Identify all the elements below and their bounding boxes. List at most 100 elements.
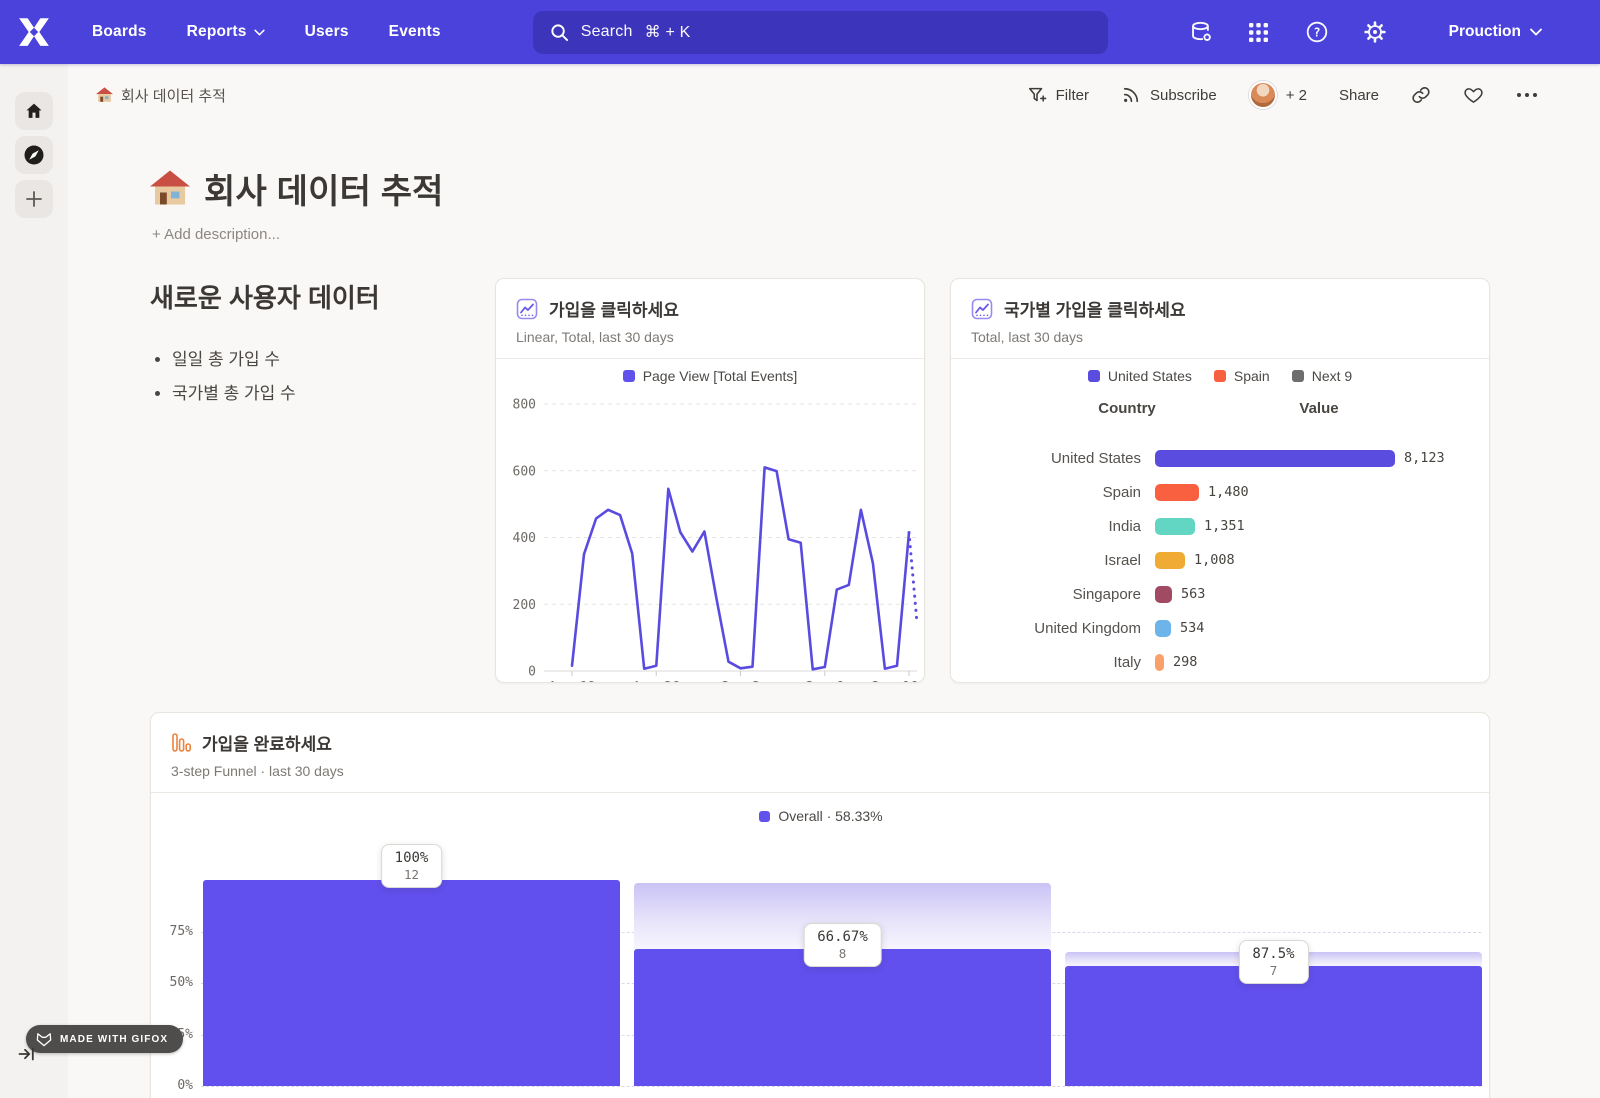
copy-link-button[interactable]	[1411, 85, 1431, 105]
svg-text:400: 400	[513, 531, 536, 546]
share-button[interactable]: Share	[1339, 87, 1379, 104]
line-card-title[interactable]: 가입을 클릭하세요	[549, 301, 679, 320]
country-row[interactable]: Israel 1,008	[951, 543, 1489, 577]
home-button[interactable]	[15, 92, 53, 130]
line-chart-plot[interactable]: 0 200 400 600 800 Aug 19 Aug 26 Sep 2 Sep 9 Sep 1…	[496, 393, 924, 683]
apps-grid-icon[interactable]	[1247, 20, 1271, 44]
bar-card-legend: United States Spain Next 9	[951, 359, 1489, 393]
funnel-bar-step-3[interactable]	[1065, 965, 1482, 1086]
line-chart-icon	[516, 298, 538, 319]
text-card-heading: 새로운 사용자 데이터	[150, 283, 380, 313]
collapse-sidebar-button[interactable]	[18, 1046, 35, 1062]
rss-icon	[1123, 87, 1139, 103]
breadcrumb[interactable]: 회사 데이터 추적	[96, 85, 226, 106]
country-bar	[1155, 449, 1395, 467]
legend-swatch	[759, 810, 771, 822]
page-title[interactable]: 회사 데이터 추적	[204, 173, 444, 211]
board-content: 회사 데이터 추적 Filter Subscribe	[68, 64, 1600, 1098]
svg-text:800: 800	[513, 398, 536, 413]
help-icon[interactable]: ?	[1305, 20, 1329, 44]
country-row[interactable]: United Kingdom 534	[951, 611, 1489, 645]
text-card: 새로운 사용자 데이터 일일 총 가입 수국가별 총 가입 수	[150, 278, 490, 413]
funnel-tooltip-step-3: 87.5% 7	[1238, 939, 1309, 984]
nav-item-boards[interactable]: Boards	[92, 23, 147, 41]
project-name: Prouction	[1448, 23, 1521, 40]
arrow-to-bar-icon	[18, 1047, 34, 1061]
filter-funnel-icon	[1028, 87, 1046, 102]
bar-card-columns: Country Value	[951, 396, 1489, 426]
funnel-step-count: 8	[838, 945, 847, 961]
add-description[interactable]: + Add description...	[152, 226, 280, 243]
funnel-legend-overall[interactable]: Overall · 58.33%	[759, 808, 883, 824]
legend-label: Page View [Total Events]	[642, 368, 798, 384]
favorite-button[interactable]	[1463, 85, 1484, 105]
nav-item-label: Events	[388, 23, 441, 40]
project-switcher[interactable]: Prouction	[1449, 23, 1542, 41]
funnel-gridline	[201, 1086, 1481, 1087]
funnel-bar-step-1[interactable]	[203, 880, 620, 1086]
bar-legend-spain[interactable]: Spain	[1213, 368, 1270, 384]
nav-item-label: Reports	[186, 23, 247, 40]
funnel-step-count: 7	[1269, 962, 1278, 978]
funnel-card-title[interactable]: 가입을 완료하세요	[202, 735, 332, 754]
settings-gear-icon[interactable]	[1363, 20, 1387, 44]
country-bar	[1155, 483, 1199, 501]
bar-legend-united-states[interactable]: United States	[1087, 368, 1192, 384]
bar-card-header: 국가별 가입을 클릭하세요 Total, last 30 days	[951, 279, 1489, 359]
add-board-button[interactable]	[15, 180, 53, 218]
funnel-tooltip-step-1: 100% 12	[380, 844, 443, 888]
bar-card-title[interactable]: 국가별 가입을 클릭하세요	[1004, 301, 1186, 320]
chevron-down-icon	[253, 29, 265, 36]
country-row-clipped[interactable]	[951, 679, 1489, 682]
link-icon	[1412, 87, 1430, 103]
country-row[interactable]: India 1,351	[951, 509, 1489, 543]
svg-text:600: 600	[513, 464, 536, 479]
more-options-button[interactable]	[1516, 92, 1538, 98]
compass-icon	[24, 145, 44, 165]
column-country: Country	[1098, 400, 1156, 417]
country-row[interactable]: Italy 298	[951, 645, 1489, 679]
country-bar	[1155, 585, 1172, 603]
funnel-plot[interactable]: 100% 12 66.67% 8 87.5% 7	[201, 833, 1482, 1098]
column-value: Value	[1299, 400, 1339, 417]
data-management-icon[interactable]	[1189, 20, 1213, 44]
fox-icon	[36, 1032, 52, 1046]
gifox-badge[interactable]: MADE WITH GIFOX	[26, 1025, 184, 1053]
house-emoji-icon	[96, 87, 113, 102]
nav-item-reports[interactable]: Reports	[187, 23, 265, 41]
country-row[interactable]: Spain 1,480	[951, 475, 1489, 509]
nav-item-users[interactable]: Users	[305, 23, 349, 41]
nav-item-events[interactable]: Events	[389, 23, 441, 41]
country-bar	[1155, 517, 1195, 535]
country-row[interactable]: United States 8,123	[951, 441, 1489, 475]
country-label: India	[1108, 517, 1141, 535]
discover-button[interactable]	[15, 136, 53, 174]
collaborators[interactable]: + 2	[1248, 81, 1307, 109]
search-input[interactable]: Search ⌘ + K	[532, 10, 1108, 54]
search-icon	[551, 23, 568, 41]
subscribe-button[interactable]: Subscribe	[1121, 85, 1217, 105]
filter-button[interactable]: Filter	[1027, 85, 1089, 105]
ellipsis-icon	[1517, 93, 1537, 97]
country-label: United States	[1050, 449, 1141, 467]
funnel-card: 가입을 완료하세요 3-step Funnel · last 30 days O…	[150, 712, 1490, 1098]
funnel-bar-step-2[interactable]	[634, 948, 1051, 1086]
line-chart-card: 가입을 클릭하세요 Linear, Total, last 30 days Pa…	[495, 278, 925, 683]
bar-legend-next-9[interactable]: Next 9	[1291, 368, 1352, 384]
line-legend-page-view[interactable]: Page View [Total Events]	[622, 368, 798, 384]
heart-icon	[1464, 88, 1483, 103]
funnel-step-percent: 87.5%	[1252, 945, 1295, 962]
country-row[interactable]: Singapore 563	[951, 577, 1489, 611]
search-label: Search	[580, 23, 633, 40]
funnel-step-count: 12	[403, 867, 420, 882]
legend-label: Overall · 58.33%	[778, 808, 883, 824]
legend-label: Spain	[1233, 368, 1270, 384]
country-value: 298	[1173, 654, 1198, 670]
country-value: 1,480	[1208, 484, 1249, 500]
svg-text:Aug 26: Aug 26	[633, 680, 680, 683]
legend-swatch	[1213, 370, 1226, 382]
mixpanel-logo[interactable]	[0, 17, 68, 47]
funnel-card-subtitle: 3-step Funnel · last 30 days	[171, 763, 344, 779]
country-label: Italy	[1113, 653, 1141, 671]
bullet-item: 일일 총 가입 수	[172, 345, 490, 370]
